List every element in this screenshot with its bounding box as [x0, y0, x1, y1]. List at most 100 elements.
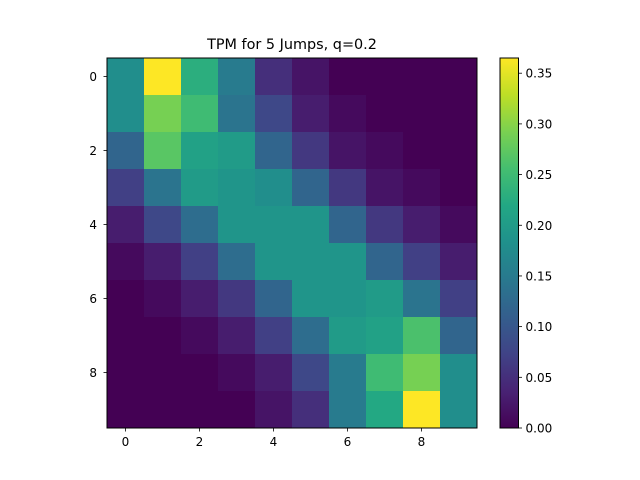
- colorbar: [500, 58, 519, 428]
- heatmap-cell: [218, 206, 256, 244]
- heatmap-cell: [329, 354, 367, 392]
- heatmap-cell: [366, 391, 404, 429]
- colorbar-tick-label: 0.10: [526, 320, 553, 334]
- heatmap-cell: [181, 317, 219, 355]
- heatmap-cell: [440, 391, 478, 429]
- heatmap-cell: [292, 95, 330, 133]
- heatmap-cell: [403, 280, 441, 318]
- heatmap-cell: [403, 354, 441, 392]
- heatmap-cell: [403, 391, 441, 429]
- heatmap-cell: [218, 169, 256, 207]
- heatmap-cell: [366, 132, 404, 170]
- colorbar-tick-label: 0.15: [526, 269, 553, 283]
- heatmap-cell: [292, 206, 330, 244]
- heatmap-cell: [292, 391, 330, 429]
- heatmap-cell: [255, 132, 293, 170]
- x-tick-label: 0: [122, 435, 130, 449]
- heatmap-cell: [144, 95, 182, 133]
- colorbar-ticks: 0.00 0.05 0.10 0.15 0.20 0.25 0.30 0.35: [518, 67, 553, 436]
- heatmap-cell: [403, 317, 441, 355]
- heatmap-cell: [255, 95, 293, 133]
- heatmap-cell: [403, 243, 441, 281]
- heatmap-cell: [107, 95, 145, 133]
- heatmap-cell: [440, 243, 478, 281]
- heatmap-cell: [292, 243, 330, 281]
- heatmap-cell: [292, 169, 330, 207]
- y-tick-label: 0: [89, 70, 97, 84]
- y-tick-label: 6: [89, 292, 97, 306]
- heatmap-cell: [255, 354, 293, 392]
- colorbar-tick-label: 0.05: [526, 371, 553, 385]
- heatmap-cell: [144, 206, 182, 244]
- heatmap-cell: [218, 354, 256, 392]
- heatmap-cell: [403, 132, 441, 170]
- heatmap-cell: [292, 317, 330, 355]
- heatmap-cell: [440, 354, 478, 392]
- heatmap-cell: [440, 317, 478, 355]
- y-axis-ticks: 0 2 4 6 8: [89, 70, 107, 380]
- heatmap-cell: [255, 58, 293, 96]
- colorbar-tick-label: 0.20: [526, 219, 553, 233]
- heatmap-cell: [218, 317, 256, 355]
- heatmap-cell: [218, 58, 256, 96]
- heatmap-cell: [292, 132, 330, 170]
- heatmap-cell: [255, 280, 293, 318]
- heatmap-cell: [181, 58, 219, 96]
- y-tick-label: 2: [89, 144, 97, 158]
- heatmap-cell: [403, 95, 441, 133]
- heatmap-cell: [329, 169, 367, 207]
- heatmap-cell: [144, 354, 182, 392]
- heatmap-cell: [292, 280, 330, 318]
- heatmap-cell: [107, 391, 145, 429]
- heatmap-cell: [255, 317, 293, 355]
- heatmap-cell: [144, 132, 182, 170]
- heatmap-cell: [107, 169, 145, 207]
- heatmap-cell: [107, 354, 145, 392]
- heatmap-cell: [107, 58, 145, 96]
- heatmap-cell: [181, 280, 219, 318]
- heatmap-cell: [366, 206, 404, 244]
- heatmap-cell: [329, 391, 367, 429]
- heatmap-cell: [255, 243, 293, 281]
- colorbar-tick-label: 0.00: [526, 422, 553, 436]
- heatmap-cell: [366, 58, 404, 96]
- heatmap-cell: [329, 206, 367, 244]
- heatmap-cell: [181, 95, 219, 133]
- heatmap-cell: [329, 58, 367, 96]
- heatmap-cell: [403, 58, 441, 96]
- heatmap-cell: [255, 169, 293, 207]
- heatmap-cell: [366, 317, 404, 355]
- heatmap-cell: [144, 280, 182, 318]
- heatmap-cell: [218, 391, 256, 429]
- heatmap-cell: [440, 132, 478, 170]
- chart-title: TPM for 5 Jumps, q=0.2: [206, 37, 377, 53]
- heatmap-cell: [107, 132, 145, 170]
- heatmap-cell: [329, 243, 367, 281]
- colorbar-tick-label: 0.25: [526, 168, 553, 182]
- heatmap-cells: [107, 58, 478, 429]
- heatmap-cell: [218, 95, 256, 133]
- heatmap-cell: [403, 206, 441, 244]
- heatmap-cell: [440, 206, 478, 244]
- colorbar-frame: [499, 57, 519, 429]
- heatmap-cell: [218, 132, 256, 170]
- heatmap-cell: [255, 206, 293, 244]
- heatmap-cell: [329, 95, 367, 133]
- heatmap-cell: [107, 243, 145, 281]
- heatmap-cell: [144, 317, 182, 355]
- heatmap-cell: [218, 280, 256, 318]
- heatmap-cell: [181, 206, 219, 244]
- heatmap-cell: [366, 280, 404, 318]
- x-tick-label: 8: [418, 435, 426, 449]
- y-tick-label: 8: [89, 366, 97, 380]
- heatmap-cell: [366, 354, 404, 392]
- heatmap-cell: [181, 354, 219, 392]
- heatmap-cell: [329, 280, 367, 318]
- heatmap-cell: [107, 206, 145, 244]
- colorbar-tick-label: 0.30: [526, 117, 553, 131]
- heatmap-cell: [218, 243, 256, 281]
- heatmap-cell: [181, 169, 219, 207]
- heatmap-cell: [440, 58, 478, 96]
